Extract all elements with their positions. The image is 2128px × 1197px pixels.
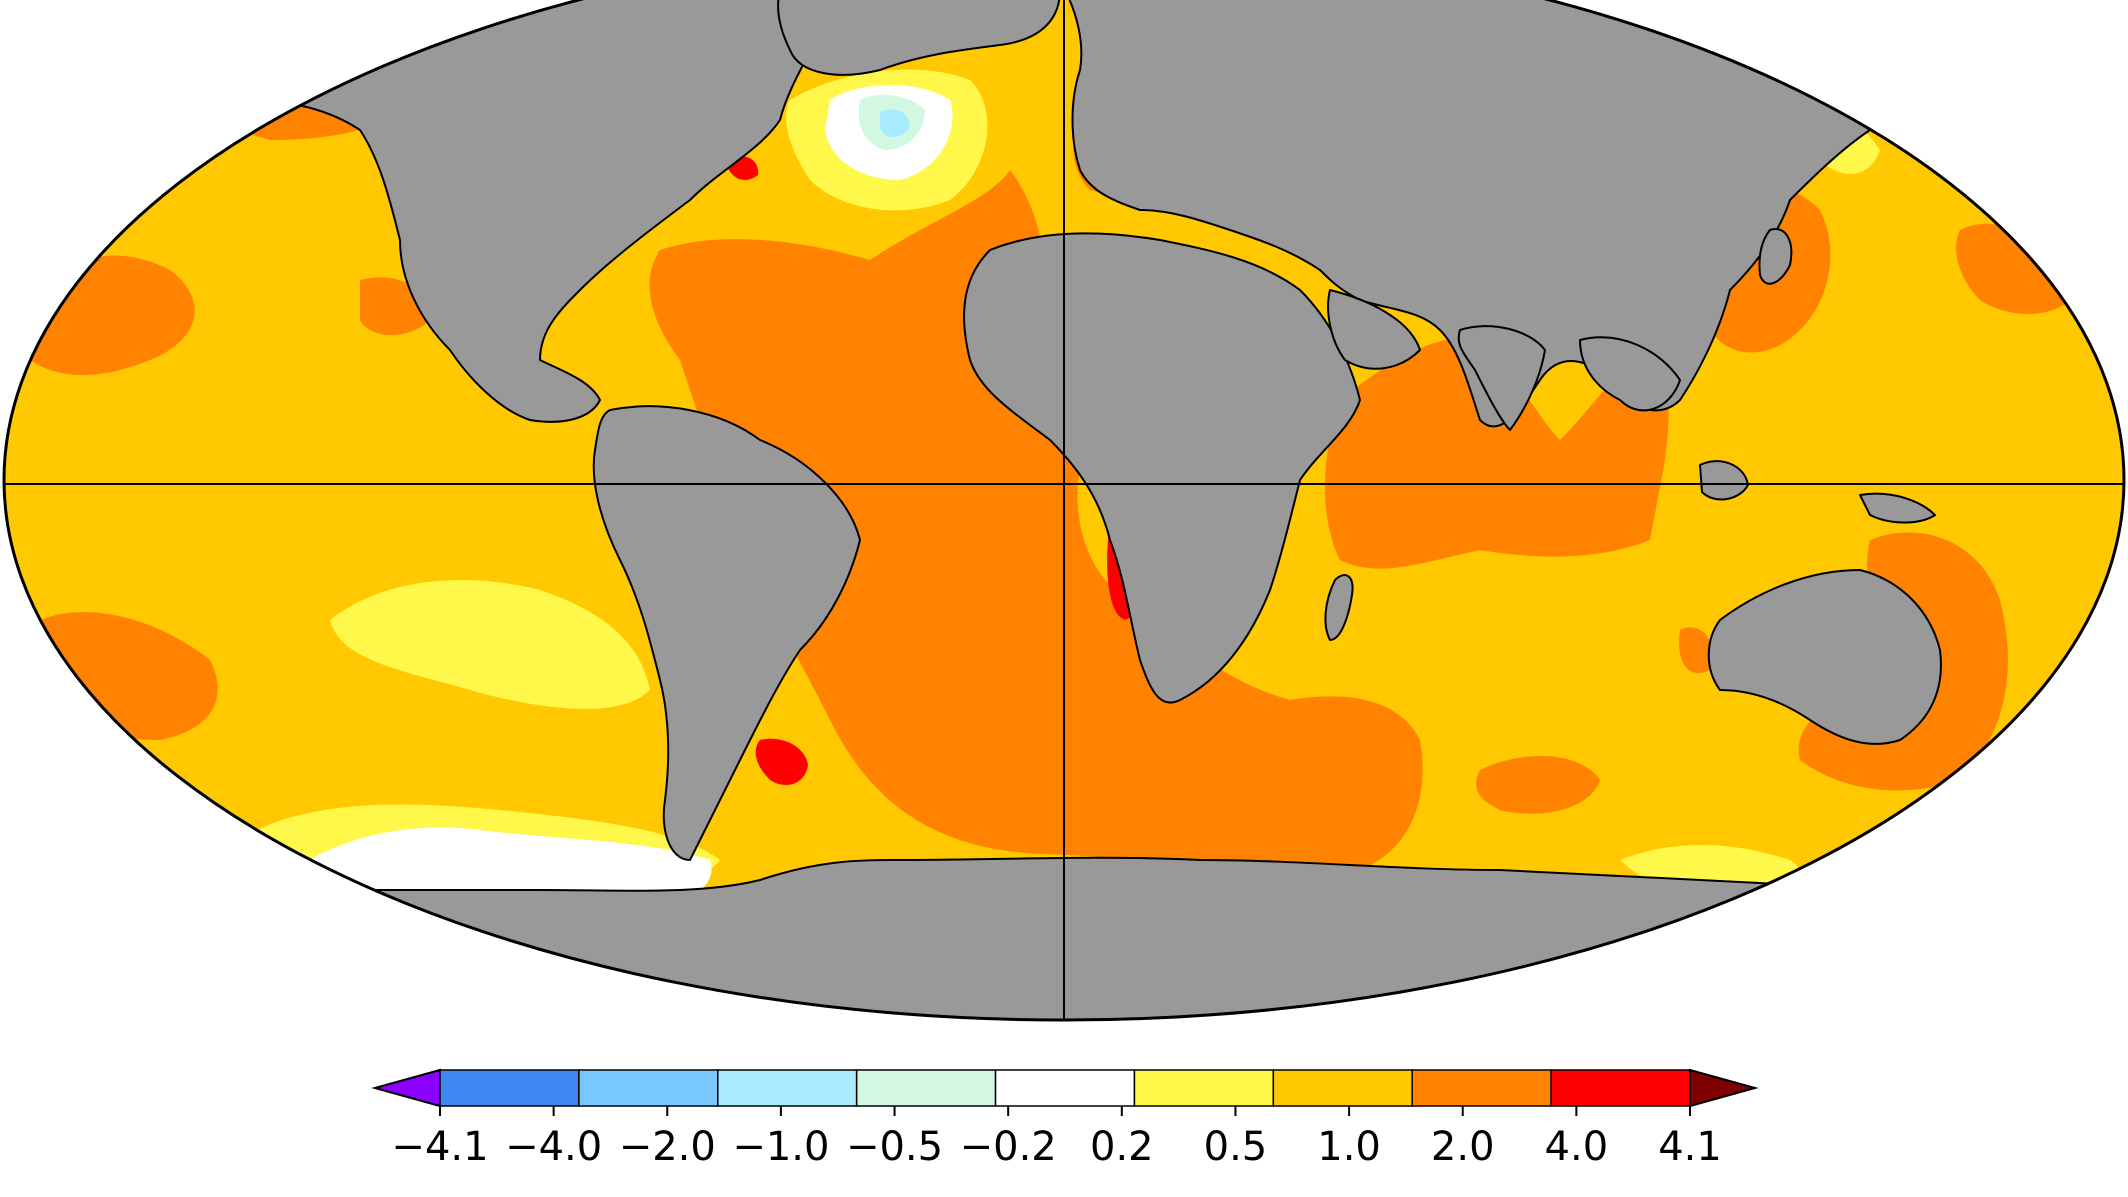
landmass-india: [1457, 325, 1546, 431]
landmass-greenland: [777, 0, 1061, 76]
anomaly-region-n-pacific: [1956, 223, 2080, 314]
landmass-australia: [1707, 569, 1942, 745]
anomaly-region-indian: [1325, 338, 1669, 569]
colorbar-tick-label: −4.0: [505, 1124, 602, 1170]
anomaly-region-s-indian: [1476, 756, 1600, 814]
colorbar-tick-label: 0.2: [1090, 1124, 1154, 1170]
colorbar-tick-label: −0.2: [960, 1124, 1057, 1170]
anomaly-region-w-australia: [1679, 627, 1713, 674]
landmass-south-america: [592, 405, 861, 861]
anomaly-region-atlantic: [649, 170, 1423, 877]
anomaly-region-s-pacific-yellow: [330, 580, 650, 709]
colorbar: −4.1 −4.0 −2.0 −1.0 −0.5 −0.2 0.2 0.5 1.0 2.0 4.0 4…: [371, 1068, 1759, 1170]
landmass-se-asia: [1579, 336, 1681, 412]
hotspot-s-atlantic: [755, 738, 808, 785]
colorbar-tick-label: −1.0: [732, 1124, 829, 1170]
colorbar-tick-label: 4.0: [1545, 1124, 1609, 1170]
colorbar-segment: [1411, 1069, 1552, 1107]
colorbar-area: [0, 1022, 2128, 1197]
anomaly-region-n-atlantic-cold: [880, 109, 910, 137]
colorbar-segment: [1272, 1069, 1413, 1107]
globe-outline: [2, 0, 2126, 1022]
colorbar-tick-label: 4.1: [1658, 1124, 1722, 1170]
colorbar-segment: [1550, 1069, 1691, 1107]
landmass-europe-asia: [1064, 0, 1963, 428]
colorbar-tick-label: −0.5: [846, 1124, 943, 1170]
colorbar-tick-label: −4.1: [391, 1124, 488, 1170]
colorbar-tick-label: −2.0: [619, 1124, 716, 1170]
colorbar-tick-label: 2.0: [1431, 1124, 1495, 1170]
colorbar-tick-label: 1.0: [1317, 1124, 1381, 1170]
landmass-madagascar: [1324, 574, 1354, 641]
colorbar-segment: [717, 1069, 858, 1107]
landmass-new-guinea: [1859, 492, 1936, 524]
colorbar-segment: [855, 1069, 997, 1107]
anomaly-fields: [30, 0, 2080, 910]
landmass-arabia: [1327, 289, 1421, 370]
colorbar-segment: [1133, 1069, 1275, 1107]
landmass-japan: [1758, 228, 1793, 285]
colorbar-segment: [578, 1069, 719, 1107]
colorbar-segment: [994, 1069, 1136, 1107]
colorbar-tick-label: 0.5: [1204, 1124, 1268, 1170]
colorbar-extend-high: [1689, 1068, 1759, 1108]
colorbar-segment: [439, 1069, 580, 1107]
